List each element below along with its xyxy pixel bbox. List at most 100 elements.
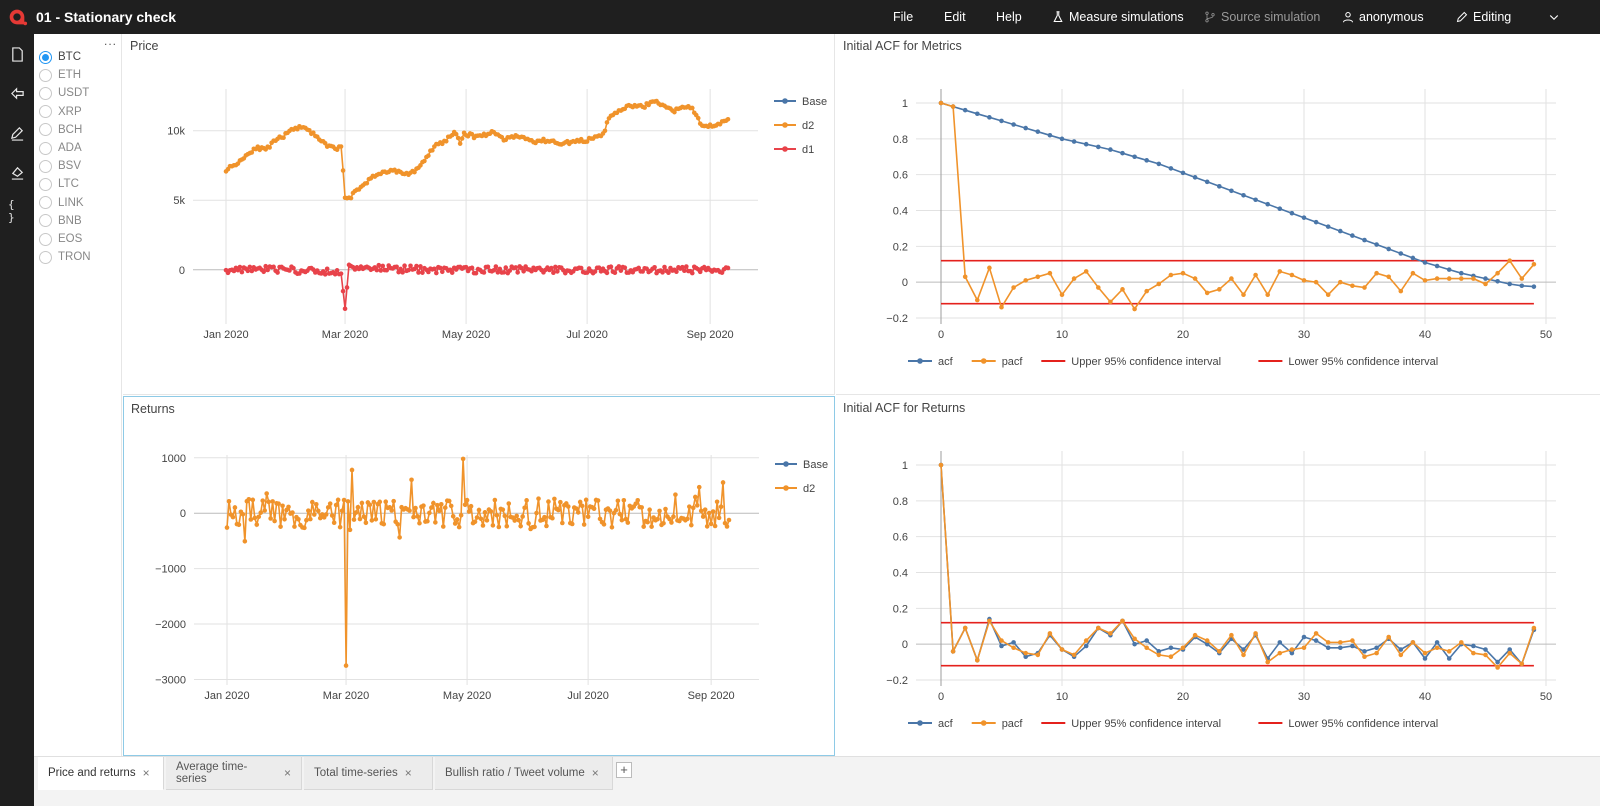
d1-series-point xyxy=(378,268,384,273)
d2-series-point xyxy=(536,496,541,501)
legend-label: d2 xyxy=(803,483,815,495)
d2-series-point xyxy=(315,508,321,514)
close-icon[interactable]: × xyxy=(591,766,599,780)
d2-series-point xyxy=(322,140,328,146)
pacf-series-point xyxy=(1362,654,1367,660)
asset-option-ada[interactable]: ADA xyxy=(39,139,82,157)
radio-button[interactable] xyxy=(39,177,52,191)
radio-button[interactable] xyxy=(39,123,52,137)
radio-button[interactable] xyxy=(39,141,52,155)
menu-edit[interactable]: Edit xyxy=(944,0,966,34)
more-options-button[interactable]: ... xyxy=(104,34,118,48)
y-tick-label: 0.6 xyxy=(893,170,908,182)
d2-series-point xyxy=(454,517,460,522)
asset-option-usdt[interactable]: USDT xyxy=(39,84,89,102)
returns-chart[interactable]: Jan 2020 Mar 2020 May 2020 Jul 2020 Sep 2020… xyxy=(124,397,834,755)
price-chart[interactable]: Jan 2020 Mar 2020 May 2020 Jul 2020 Sep 2020… xyxy=(123,34,835,395)
asset-label: BCH xyxy=(58,123,83,136)
tab-price-and-returns[interactable]: Price and returns × xyxy=(38,757,164,790)
radio-button[interactable] xyxy=(39,50,52,64)
acf-returns-chart[interactable]: 0 10 20 30 40 50 −0.2 0 0.2 0.4 0.6 0.8 1 acf pacf Uppe… xyxy=(836,396,1600,756)
acf-series-point xyxy=(1313,219,1319,225)
asset-option-bsv[interactable]: BSV xyxy=(39,157,81,175)
pacf-series-point xyxy=(1059,292,1065,298)
d2-series-point xyxy=(663,506,668,512)
radio-button[interactable] xyxy=(39,159,52,173)
d2-series-point xyxy=(617,511,623,517)
d1-series-point xyxy=(636,265,642,271)
pacf-series-point xyxy=(1229,276,1234,281)
export-icon[interactable] xyxy=(8,84,26,102)
d2-series-point xyxy=(494,512,500,518)
asset-option-bch[interactable]: BCH xyxy=(39,121,82,139)
close-icon[interactable]: × xyxy=(404,766,412,780)
radio-button[interactable] xyxy=(39,232,52,246)
mode-dropdown-toggle[interactable] xyxy=(1548,0,1560,34)
acf-metrics-chart[interactable]: 0 10 20 30 40 50 −0.2 0 0.2 0.4 0.6 0.8 1 acf pacf Uppe… xyxy=(836,34,1600,395)
measure-simulations-button[interactable]: Measure simulations xyxy=(1052,0,1184,34)
legend-label: Lower 95% confidence interval xyxy=(1288,356,1438,368)
acf-series-point xyxy=(1168,645,1174,651)
paint-icon[interactable] xyxy=(8,163,26,181)
add-tab-button[interactable]: + xyxy=(616,762,632,778)
tab-average-time-series[interactable]: Average time-series × xyxy=(166,757,302,790)
radio-button[interactable] xyxy=(39,250,52,264)
d2-series-point xyxy=(347,527,353,533)
d1-series-point xyxy=(604,270,610,276)
acf-series-point xyxy=(1168,166,1174,171)
app-logo[interactable] xyxy=(0,0,34,34)
mode-label: Editing xyxy=(1473,10,1512,24)
d2-series-point xyxy=(480,523,486,528)
pacf-series-point xyxy=(1410,270,1416,276)
acf-series-point xyxy=(1446,656,1452,661)
d2-series-point xyxy=(595,498,601,503)
pacf-series-point xyxy=(1265,659,1270,665)
d2-series-point xyxy=(550,515,555,521)
d2-series-point xyxy=(363,520,369,526)
asset-option-bnb[interactable]: BNB xyxy=(39,212,82,230)
asset-option-btc[interactable]: BTC xyxy=(39,48,81,66)
d2-series-line xyxy=(225,100,729,200)
returns-panel[interactable]: Jan 2020 Mar 2020 May 2020 Jul 2020 Sep 2020… xyxy=(123,396,835,756)
menu-help[interactable]: Help xyxy=(996,0,1022,34)
edit-icon[interactable] xyxy=(8,124,26,142)
y-tick-label: 0 xyxy=(902,639,908,651)
d2-series-point xyxy=(696,484,702,490)
asset-option-link[interactable]: LINK xyxy=(39,194,84,212)
radio-button[interactable] xyxy=(39,214,52,228)
asset-option-tron[interactable]: TRON xyxy=(39,248,91,266)
source-simulation-button[interactable]: Source simulation xyxy=(1204,0,1320,34)
tab-bullish-ratio-tweet-volume[interactable]: Bullish ratio / Tweet volume × xyxy=(435,757,613,790)
file-icon[interactable] xyxy=(8,45,26,63)
acf-series-point xyxy=(1338,228,1343,234)
pacf-series-point xyxy=(1132,636,1137,642)
close-icon[interactable]: × xyxy=(142,766,150,780)
close-icon[interactable]: × xyxy=(283,766,291,780)
pacf-series-point xyxy=(1011,645,1016,651)
d2-series-point xyxy=(552,496,557,502)
pacf-series-point xyxy=(1083,269,1089,274)
pacf-series-line xyxy=(940,102,1535,311)
legend-marker xyxy=(917,720,923,726)
radio-button[interactable] xyxy=(39,68,52,82)
user-menu[interactable]: anonymous xyxy=(1342,0,1424,34)
d1-series-point xyxy=(414,263,419,269)
d2-series-point xyxy=(642,105,647,110)
acf-series-point xyxy=(1277,640,1283,645)
y-tick-label: −0.2 xyxy=(886,313,908,325)
d2-series-point xyxy=(698,508,704,514)
asset-option-eth[interactable]: ETH xyxy=(39,66,81,84)
asset-option-xrp[interactable]: XRP xyxy=(39,103,82,121)
radio-button[interactable] xyxy=(39,105,52,119)
pacf-series-point xyxy=(1120,618,1125,624)
mode-dropdown[interactable]: Editing xyxy=(1456,0,1511,34)
code-braces-icon[interactable]: { } xyxy=(8,198,15,224)
radio-button[interactable] xyxy=(39,196,52,210)
menu-file[interactable]: File xyxy=(893,0,913,34)
tab-total-time-series[interactable]: Total time-series × xyxy=(304,757,433,790)
d1-series-point xyxy=(662,264,667,270)
asset-option-ltc[interactable]: LTC xyxy=(39,175,79,193)
pacf-series-point xyxy=(1192,632,1198,638)
asset-option-eos[interactable]: EOS xyxy=(39,230,82,248)
radio-button[interactable] xyxy=(39,86,52,100)
